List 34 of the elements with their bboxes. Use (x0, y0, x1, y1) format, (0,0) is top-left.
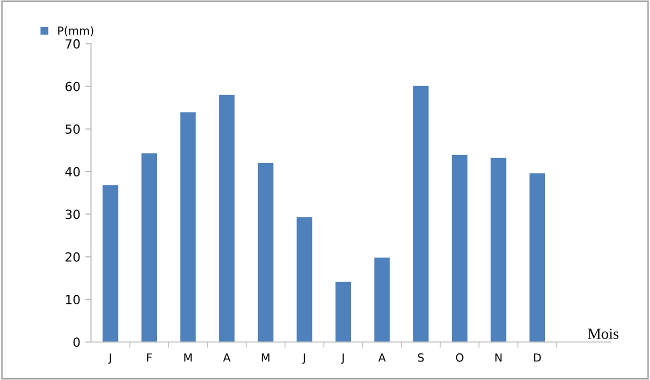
bar (452, 154, 468, 342)
y-tick-label: 0 (73, 337, 80, 347)
bar (102, 185, 118, 342)
x-tick-label: J (302, 353, 305, 364)
bar (335, 282, 351, 342)
bar (374, 258, 390, 342)
y-tick-label: 30 (66, 210, 80, 220)
x-tick-label: M (184, 353, 192, 362)
y-tick-label: 60 (66, 82, 80, 92)
x-tick-label: N (495, 353, 502, 362)
bar (258, 163, 274, 342)
bar (530, 173, 546, 342)
bar (219, 94, 235, 342)
y-tick-label: 70 (66, 39, 80, 49)
bar (413, 86, 429, 342)
x-tick-label: J (341, 353, 344, 364)
x-tick-label: A (378, 353, 386, 362)
x-tick-label: O (456, 353, 464, 362)
bar (180, 112, 196, 342)
x-tick-label: J (108, 353, 111, 364)
y-tick-label: 20 (66, 252, 80, 262)
x-axis-title: Mois (588, 328, 618, 339)
bar (490, 158, 506, 342)
bar (141, 153, 157, 342)
y-tick-label: 10 (66, 294, 80, 304)
legend-label: P(mm) (58, 26, 94, 36)
x-tick-label: F (147, 353, 152, 362)
y-tick-label: 50 (66, 124, 80, 134)
x-tick-label: M (262, 353, 270, 362)
x-tick-label: A (223, 353, 231, 362)
bar (296, 217, 312, 342)
y-tick-label: 40 (65, 167, 80, 176)
x-tick-label: D (534, 353, 541, 362)
x-tick-label: S (418, 353, 424, 362)
